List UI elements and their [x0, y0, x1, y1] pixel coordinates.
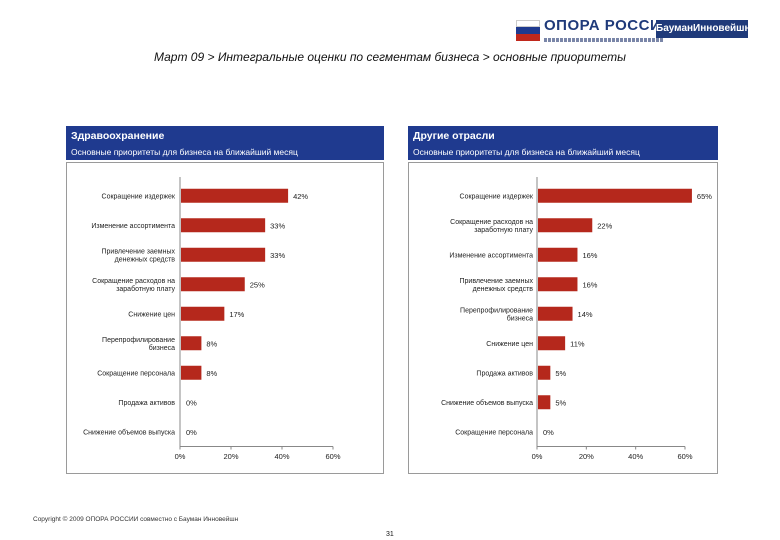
category-label: Привлечение заемных денежных средств	[460, 278, 534, 293]
category-label: Сокращение персонала	[97, 370, 175, 377]
chart-other-industries: 0% 20% 40% 60% 65% Сокращение издержек 22% Сокр…	[441, 177, 712, 461]
bar-value-label: 8%	[206, 339, 217, 348]
bar	[538, 247, 578, 262]
category-label: Продажа активов	[118, 400, 175, 407]
bar-value-label: 25%	[250, 280, 265, 289]
x-tick-label: 20%	[223, 452, 238, 461]
bar	[538, 365, 551, 380]
bar	[538, 306, 573, 321]
bar-value-label: 8%	[206, 369, 217, 378]
category-label: Сокращение расходов на заработную плату	[92, 278, 175, 293]
bar	[538, 188, 692, 203]
panel-body-healthcare: 0% 20% 40% 60% 42% Сокращение издержек 33% Изме…	[66, 162, 384, 474]
panel-subtitle: Основные приоритеты для бизнеса на ближа…	[413, 147, 640, 157]
logo-badge: БауманИнновейшн	[656, 20, 751, 38]
category-label: Снижение объемов выпуска	[83, 428, 175, 436]
opora-logo: ОПОРА РОССИИ БауманИнновейшн	[516, 16, 751, 50]
x-tick-label: 20%	[579, 452, 594, 461]
bar-value-label: 22%	[597, 221, 612, 230]
bar	[538, 277, 578, 292]
category-label: Сокращение расходов на заработную плату	[450, 219, 533, 234]
panel-header-healthcare: Здравоохранение Основные приоритеты для …	[66, 126, 384, 160]
bar-value-label: 0%	[186, 428, 197, 437]
category-label: Сокращение издержек	[460, 193, 534, 200]
bar-value-label: 5%	[555, 398, 566, 407]
category-label: Перепрофилирование бизнеса	[102, 337, 175, 352]
panel-title: Другие отрасли	[413, 130, 495, 142]
bar	[181, 247, 266, 262]
category-label: Перепрофилирование бизнеса	[460, 307, 533, 322]
x-tick-label: 60%	[677, 452, 692, 461]
category-label: Продажа активов	[476, 370, 533, 377]
bar-value-label: 65%	[697, 192, 712, 201]
x-tick-label: 0%	[532, 452, 543, 461]
panel-header-other: Другие отрасли Основные приоритеты для б…	[408, 126, 718, 160]
category-label: Привлечение заемных денежных средств	[102, 248, 176, 263]
bar	[538, 395, 551, 410]
bar-value-label: 11%	[570, 339, 585, 348]
bar	[538, 336, 566, 351]
bar	[181, 218, 266, 233]
flag-icon	[516, 20, 540, 42]
bar-value-label: 0%	[543, 428, 554, 437]
logo-name: ОПОРА РОССИИ	[544, 17, 673, 34]
page-title: Март 09 > Интегральные оценки по сегмент…	[154, 50, 626, 64]
logo-subline	[544, 38, 664, 42]
x-tick-label: 40%	[274, 452, 289, 461]
panel-title: Здравоохранение	[71, 130, 165, 142]
bar-value-label: 33%	[270, 251, 285, 260]
category-label: Изменение ассортимента	[449, 252, 533, 259]
category-label: Изменение ассортимента	[91, 223, 175, 230]
x-tick-label: 60%	[325, 452, 340, 461]
flag-stripe-red	[516, 34, 540, 41]
bar	[181, 306, 225, 321]
page-number: 31	[386, 531, 394, 538]
bar-value-label: 0%	[186, 398, 197, 407]
bar-value-label: 42%	[293, 192, 308, 201]
x-tick-label: 40%	[628, 452, 643, 461]
bar-value-label: 14%	[578, 310, 593, 319]
bar-value-label: 16%	[582, 251, 597, 260]
bar	[538, 218, 593, 233]
x-tick-label: 0%	[175, 452, 186, 461]
category-label: Снижение цен	[128, 311, 175, 318]
bar-value-label: 16%	[582, 280, 597, 289]
flag-stripe-white	[516, 20, 540, 27]
bar	[181, 277, 245, 292]
bar-value-label: 17%	[229, 310, 244, 319]
bar-value-label: 5%	[555, 369, 566, 378]
category-label: Снижение цен	[486, 341, 533, 348]
bar	[181, 336, 202, 351]
bar-value-label: 33%	[270, 221, 285, 230]
bar	[181, 188, 289, 203]
panel-subtitle: Основные приоритеты для бизнеса на ближа…	[71, 147, 298, 157]
chart-healthcare: 0% 20% 40% 60% 42% Сокращение издержек 33% Изме…	[83, 177, 341, 461]
category-label: Сокращение издержек	[102, 193, 176, 200]
copyright: Copyright © 2009 ОПОРА РОССИИ совместно …	[33, 516, 239, 523]
flag-stripe-blue	[516, 27, 540, 34]
bar	[181, 365, 202, 380]
category-label: Сокращение персонала	[455, 429, 533, 436]
panel-body-other: 0% 20% 40% 60% 65% Сокращение издержек 22% Сокр…	[408, 162, 718, 474]
category-label: Снижение объемов выпуска	[441, 399, 533, 407]
